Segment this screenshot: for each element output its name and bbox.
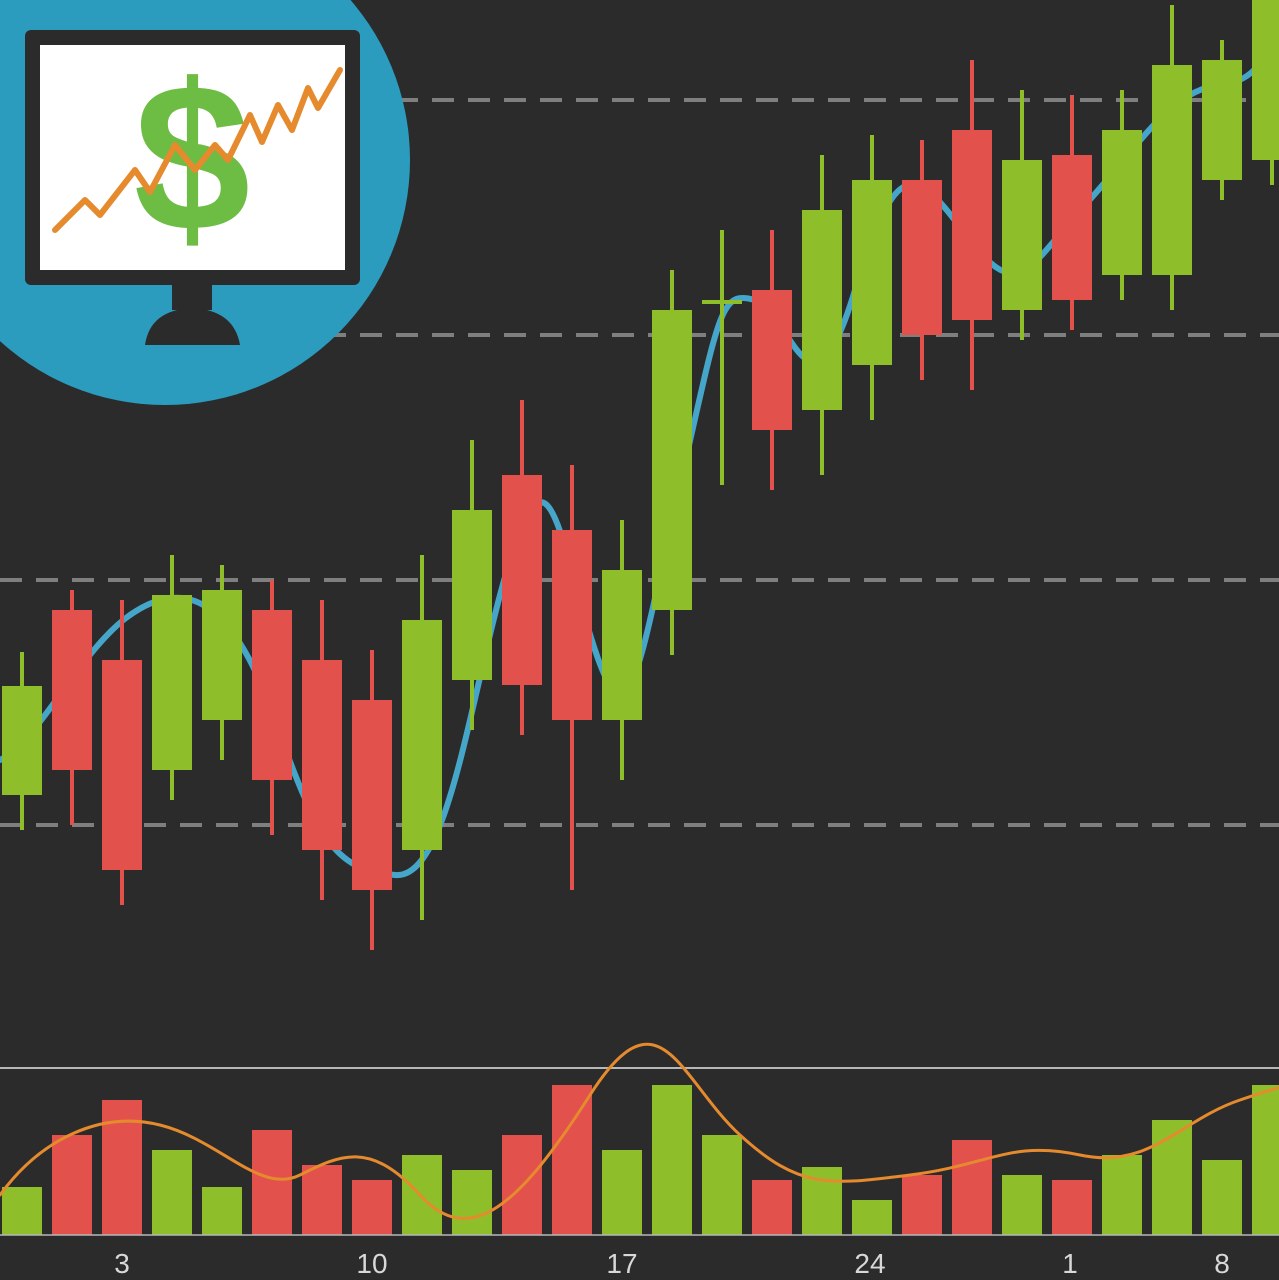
volume-bar	[302, 1165, 342, 1235]
candle-body	[502, 475, 542, 685]
volume-bar	[452, 1170, 492, 1235]
candle-body	[902, 180, 942, 335]
candle-body	[752, 290, 792, 430]
volume-bar	[1002, 1175, 1042, 1235]
candle-body	[452, 510, 492, 680]
candle-body	[1152, 65, 1192, 275]
candle-body	[602, 570, 642, 720]
volume-bar	[202, 1187, 242, 1235]
volume-bar	[752, 1180, 792, 1235]
volume-bar	[2, 1187, 42, 1235]
chart-stage: $3 10 17 24 1 8	[0, 0, 1279, 1280]
candle-body	[2, 686, 42, 795]
monitor-neck	[172, 285, 212, 310]
volume-bar	[1052, 1180, 1092, 1235]
volume-bar	[952, 1140, 992, 1235]
volume-bar	[52, 1135, 92, 1235]
volume-bar	[152, 1150, 192, 1235]
candle-body	[152, 595, 192, 770]
xaxis-label: 24	[854, 1248, 885, 1280]
volume-bar	[352, 1180, 392, 1235]
candle-body	[802, 210, 842, 410]
candle-body	[52, 610, 92, 770]
volume-bar	[902, 1175, 942, 1235]
candle-body	[1202, 60, 1242, 180]
volume-bar	[1202, 1160, 1242, 1235]
xaxis-label: 8	[1214, 1248, 1230, 1280]
xaxis-label: 1	[1062, 1248, 1078, 1280]
volume-bar	[1102, 1155, 1142, 1235]
candle-body	[1252, 0, 1279, 160]
candle-body	[552, 530, 592, 720]
candle-body	[852, 180, 892, 365]
xaxis-label: 10	[356, 1248, 387, 1280]
volume-bar	[252, 1130, 292, 1235]
candle-body	[102, 660, 142, 870]
candle-body	[1002, 160, 1042, 310]
volume-bar	[552, 1085, 592, 1235]
candle-body	[252, 610, 292, 780]
candle-body	[1052, 155, 1092, 300]
candle-body	[952, 130, 992, 320]
candle-body	[402, 620, 442, 850]
xaxis-label: 3	[114, 1248, 130, 1280]
volume-bar	[652, 1085, 692, 1235]
volume-bar	[852, 1200, 892, 1235]
chart-svg: $	[0, 0, 1279, 1280]
candle-body	[702, 300, 742, 304]
volume-bar	[702, 1135, 742, 1235]
candle-body	[302, 660, 342, 850]
candle-body	[352, 700, 392, 890]
volume-bar	[602, 1150, 642, 1235]
candle-body	[652, 310, 692, 610]
candle-body	[202, 590, 242, 720]
xaxis-label: 17	[606, 1248, 637, 1280]
candle-body	[1102, 130, 1142, 275]
dollar-sign-icon: $	[134, 40, 251, 275]
volume-bar	[1252, 1085, 1279, 1235]
